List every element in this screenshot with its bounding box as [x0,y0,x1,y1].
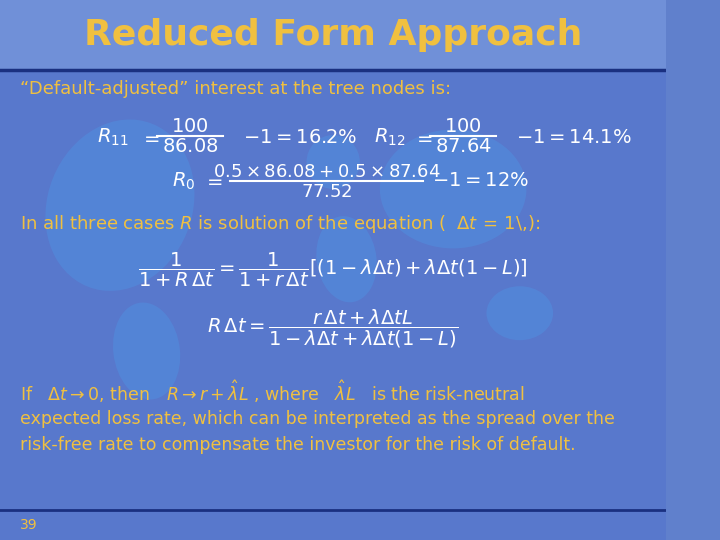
FancyBboxPatch shape [0,70,667,518]
Ellipse shape [45,119,194,291]
Text: $100$: $100$ [171,117,209,137]
Text: $86.08$: $86.08$ [162,137,218,157]
FancyBboxPatch shape [0,518,667,540]
Ellipse shape [316,216,377,302]
Text: $87.64$: $87.64$ [435,137,492,157]
Text: $-1=16.2\%$: $-1=16.2\%$ [243,128,358,147]
Text: $R_{11}$: $R_{11}$ [97,127,129,148]
Text: In all three cases $R$ is solution of the equation (  $\Delta t\,{=}\,1$\,):: In all three cases $R$ is solution of th… [20,213,540,235]
Text: $R\,\Delta t = \dfrac{r\,\Delta t+\lambda\Delta t L}{1-\lambda\Delta t+\lambda\D: $R\,\Delta t = \dfrac{r\,\Delta t+\lambd… [207,308,459,350]
Text: $100$: $100$ [444,117,482,137]
Text: $0.5\times86.08+0.5\times87.64$: $0.5\times86.08+0.5\times87.64$ [212,163,441,181]
Text: If   $\Delta t\to 0$, then   $R\to r+\hat{\lambda}L$ , where   $\hat{\lambda}L$ : If $\Delta t\to 0$, then $R\to r+\hat{\l… [20,378,525,405]
Text: $R_0$: $R_0$ [171,170,195,192]
Text: “Default-adjusted” interest at the tree nodes is:: “Default-adjusted” interest at the tree … [20,80,451,98]
Ellipse shape [487,286,553,340]
Text: $R_{12}$: $R_{12}$ [374,127,405,148]
FancyBboxPatch shape [0,0,667,70]
Ellipse shape [113,302,180,400]
Text: $\dfrac{1}{1+R\,\Delta t} = \dfrac{1}{1+r\,\Delta t}\left[(1-\lambda\Delta t)+\l: $\dfrac{1}{1+R\,\Delta t} = \dfrac{1}{1+… [138,251,528,289]
Text: expected loss rate, which can be interpreted as the spread over the: expected loss rate, which can be interpr… [20,409,615,428]
Text: $77.52$: $77.52$ [301,183,352,201]
Ellipse shape [380,130,526,248]
Text: $=$: $=$ [413,128,433,147]
Text: $-1=12\%$: $-1=12\%$ [432,171,528,191]
Text: $-1=14.1\%$: $-1=14.1\%$ [516,128,632,147]
Text: $=$: $=$ [203,171,223,191]
Ellipse shape [307,135,360,189]
Text: 39: 39 [20,518,37,532]
Text: Reduced Form Approach: Reduced Form Approach [84,18,582,52]
Text: risk-free rate to compensate the investor for the risk of default.: risk-free rate to compensate the investo… [20,436,575,455]
Text: $=$: $=$ [140,128,160,147]
